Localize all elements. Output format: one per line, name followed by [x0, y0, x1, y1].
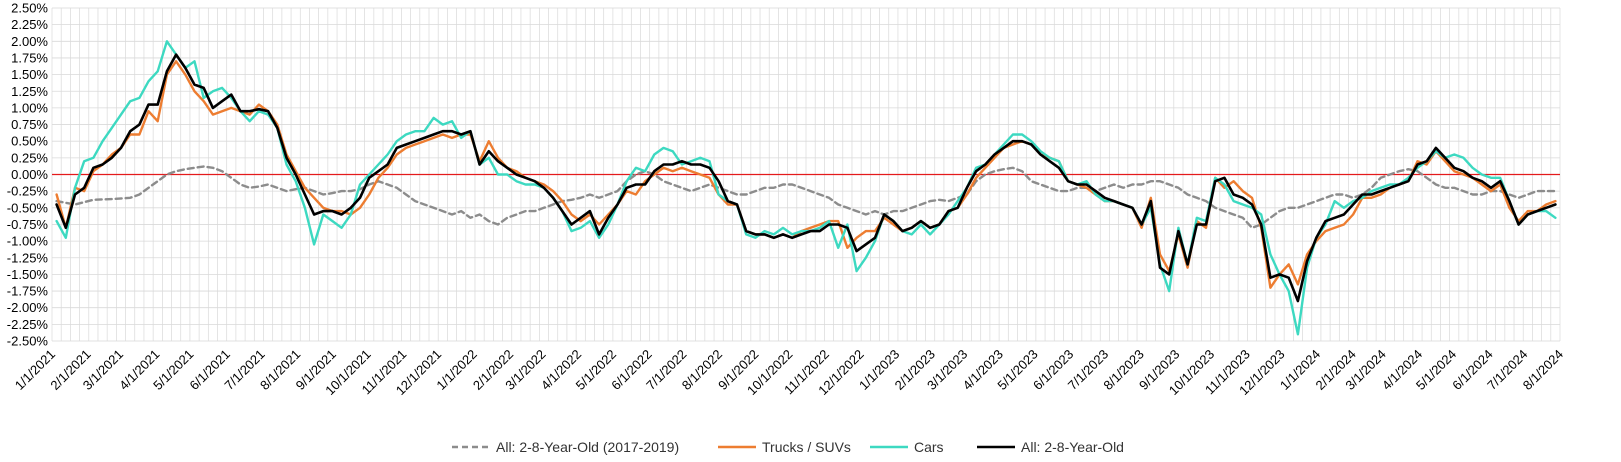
y-tick-label: 1.75% [11, 50, 48, 65]
y-tick-label: -1.75% [7, 284, 49, 299]
y-tick-label: 0.25% [11, 150, 48, 165]
legend-label: Trucks / SUVs [762, 439, 851, 455]
legend-label: All: 2-8-Year-Old [1021, 439, 1124, 455]
y-tick-label: -0.50% [7, 200, 49, 215]
y-tick-label: 2.50% [11, 1, 48, 16]
series-line-2 [55, 40, 1557, 336]
y-tick-label: -1.50% [7, 267, 49, 282]
legend: All: 2-8-Year-Old (2017-2019) Trucks / SU… [452, 439, 1124, 455]
y-tick-label: 2.00% [11, 34, 48, 49]
y-tick-label: 0.75% [11, 117, 48, 132]
series-line-3 [55, 53, 1557, 303]
series-line-0 [55, 165, 1557, 229]
y-tick-label: -2.50% [7, 334, 49, 349]
y-tick-label: -2.25% [7, 317, 49, 332]
legend-label: Cars [914, 439, 944, 455]
y-tick-label: -0.75% [7, 217, 49, 232]
y-axis-ticks: 2.50%2.25% 2.00%1.75% 1.50% 1.25%1.00% 0.75%… [7, 1, 49, 349]
y-tick-label: 2.25% [11, 17, 48, 32]
y-tick-label: 0.00% [11, 167, 48, 182]
y-tick-label: 1.00% [11, 100, 48, 115]
series-line-1 [55, 60, 1557, 289]
y-tick-label: 0.50% [11, 134, 48, 149]
y-tick-label: -0.25% [7, 184, 49, 199]
x-axis-ticks: 1/1/20212/1/20213/1/20214/1/20215/1/2021… [12, 347, 1566, 399]
y-tick-label: 1.50% [11, 67, 48, 82]
y-tick-label: -1.00% [7, 234, 49, 249]
y-tick-label: -2.00% [7, 300, 49, 315]
series-lines [55, 40, 1557, 336]
y-tick-label: -1.25% [7, 250, 49, 265]
y-tick-label: 1.25% [11, 84, 48, 99]
legend-label: All: 2-8-Year-Old (2017-2019) [496, 439, 679, 455]
